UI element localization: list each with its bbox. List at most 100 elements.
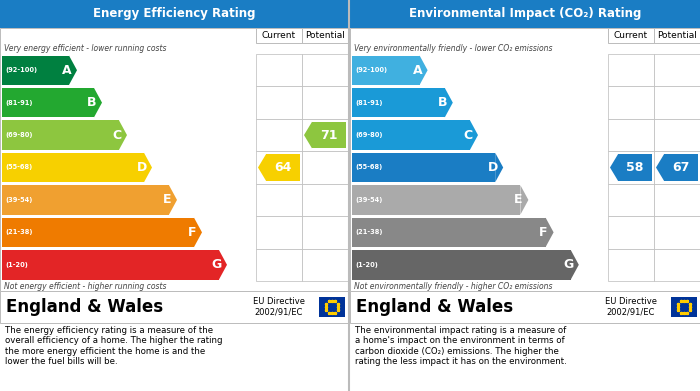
Bar [302, 151, 348, 184]
Polygon shape [470, 120, 478, 150]
Text: England & Wales: England & Wales [356, 298, 513, 316]
Bar [352, 185, 520, 215]
Polygon shape [495, 153, 503, 182]
Text: Current: Current [614, 31, 648, 40]
Polygon shape [169, 185, 177, 215]
Text: D: D [137, 161, 147, 174]
Bar [2, 218, 194, 247]
Bar [302, 86, 348, 119]
Bar [352, 218, 545, 247]
Bar [302, 216, 348, 249]
Bar [654, 249, 700, 281]
Text: G: G [564, 258, 574, 271]
Bar [266, 154, 300, 181]
Bar [352, 88, 444, 117]
Text: Not environmentally friendly - higher CO₂ emissions: Not environmentally friendly - higher CO… [354, 282, 552, 291]
Bar [654, 216, 700, 249]
Text: (92-100): (92-100) [5, 67, 37, 73]
Bar [0, 0, 348, 28]
Bar [302, 184, 348, 216]
Bar [654, 86, 700, 119]
Bar [2, 88, 94, 117]
Polygon shape [610, 154, 618, 181]
Text: (55-68): (55-68) [5, 165, 32, 170]
Bar [352, 120, 470, 150]
Text: (21-38): (21-38) [5, 230, 32, 235]
Bar [608, 184, 654, 216]
Bar [302, 28, 348, 43]
Bar [608, 28, 654, 43]
Bar [2, 185, 169, 215]
Text: B: B [438, 96, 447, 109]
Bar [312, 122, 346, 148]
Bar [352, 153, 495, 182]
Bar [608, 86, 654, 119]
Bar [256, 151, 302, 184]
Bar [319, 297, 345, 317]
Text: Environmental Impact (CO₂) Rating: Environmental Impact (CO₂) Rating [409, 7, 641, 20]
Bar [2, 56, 69, 85]
Text: (81-91): (81-91) [5, 100, 32, 106]
Bar [608, 119, 654, 151]
Text: A: A [413, 64, 422, 77]
Polygon shape [444, 88, 453, 117]
Bar [352, 56, 419, 85]
Bar [352, 250, 570, 280]
Text: C: C [113, 129, 122, 142]
Bar [256, 184, 302, 216]
Bar [256, 86, 302, 119]
Text: (55-68): (55-68) [355, 165, 382, 170]
Text: Energy Efficiency Rating: Energy Efficiency Rating [92, 7, 256, 20]
Text: F: F [540, 226, 548, 239]
Text: (39-54): (39-54) [5, 197, 32, 203]
Bar [2, 250, 219, 280]
Text: D: D [488, 161, 498, 174]
Text: B: B [88, 96, 97, 109]
Bar [0, 28, 348, 291]
Text: Current: Current [262, 31, 296, 40]
Bar [302, 54, 348, 86]
Polygon shape [194, 218, 202, 247]
Bar [608, 54, 654, 86]
Text: Potential: Potential [657, 31, 697, 40]
Bar [256, 249, 302, 281]
Text: 58: 58 [626, 161, 644, 174]
Text: (1-20): (1-20) [355, 262, 378, 268]
Text: (21-38): (21-38) [355, 230, 382, 235]
Bar [256, 28, 302, 43]
Text: F: F [188, 226, 196, 239]
Bar [0, 291, 348, 323]
Polygon shape [258, 154, 266, 181]
Bar [256, 216, 302, 249]
Text: (69-80): (69-80) [355, 132, 382, 138]
Bar [350, 291, 700, 323]
Bar [654, 151, 700, 184]
Text: 67: 67 [672, 161, 690, 174]
Polygon shape [419, 56, 428, 85]
Bar [256, 119, 302, 151]
Text: E: E [514, 194, 523, 206]
Bar [302, 119, 348, 151]
Bar [618, 154, 652, 181]
Bar [302, 249, 348, 281]
Bar [654, 184, 700, 216]
Polygon shape [656, 154, 664, 181]
Polygon shape [119, 120, 127, 150]
Text: Potential: Potential [305, 31, 345, 40]
Text: EU Directive
2002/91/EC: EU Directive 2002/91/EC [605, 297, 657, 317]
Text: G: G [212, 258, 222, 271]
Text: The environmental impact rating is a measure of
a home's impact on the environme: The environmental impact rating is a mea… [355, 326, 567, 366]
Polygon shape [570, 250, 579, 280]
Bar [654, 119, 700, 151]
Bar [654, 28, 700, 43]
Polygon shape [219, 250, 227, 280]
Bar [671, 297, 697, 317]
Text: England & Wales: England & Wales [6, 298, 163, 316]
Text: The energy efficiency rating is a measure of the
overall efficiency of a home. T: The energy efficiency rating is a measur… [5, 326, 223, 366]
Bar [608, 151, 654, 184]
Bar [608, 216, 654, 249]
Text: Very environmentally friendly - lower CO₂ emissions: Very environmentally friendly - lower CO… [354, 44, 552, 53]
Polygon shape [144, 153, 152, 182]
Text: A: A [62, 64, 72, 77]
Polygon shape [545, 218, 554, 247]
